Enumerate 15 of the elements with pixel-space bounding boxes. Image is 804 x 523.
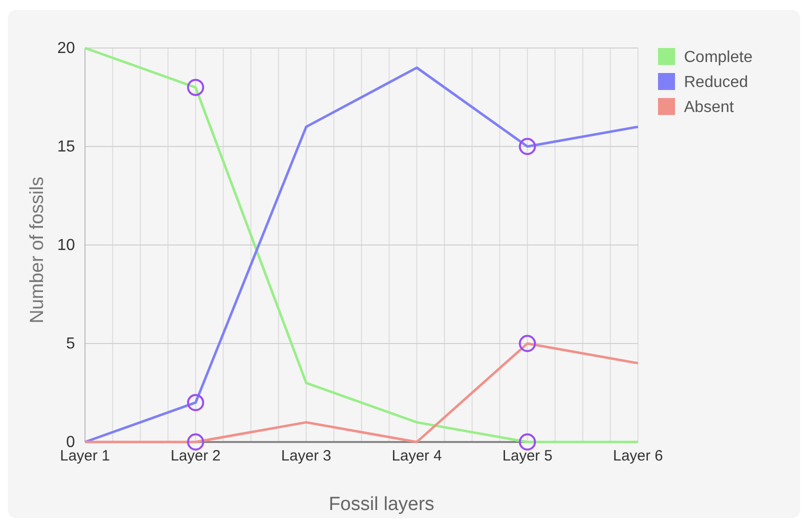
- y-tick-label: 15: [57, 138, 76, 156]
- line-series: [84, 342, 640, 444]
- y-tick-label: 5: [66, 336, 76, 353]
- y-tick-label: 10: [57, 237, 76, 254]
- x-tick-label: Layer 4: [392, 448, 442, 465]
- y-axis-title: Number of fossils: [27, 176, 48, 324]
- legend-label: Complete: [684, 49, 753, 66]
- x-axis-title: Fossil layers: [328, 494, 434, 515]
- legend-label: Reduced: [684, 74, 748, 91]
- x-tick-label: Layer 5: [502, 448, 552, 465]
- x-tick-label: Layer 3: [281, 448, 332, 465]
- y-tick-label: 20: [57, 40, 76, 58]
- x-tick-label: Layer 6: [612, 448, 664, 465]
- x-tick-label: Layer 2: [170, 448, 221, 465]
- legend-label: Absent: [684, 99, 734, 116]
